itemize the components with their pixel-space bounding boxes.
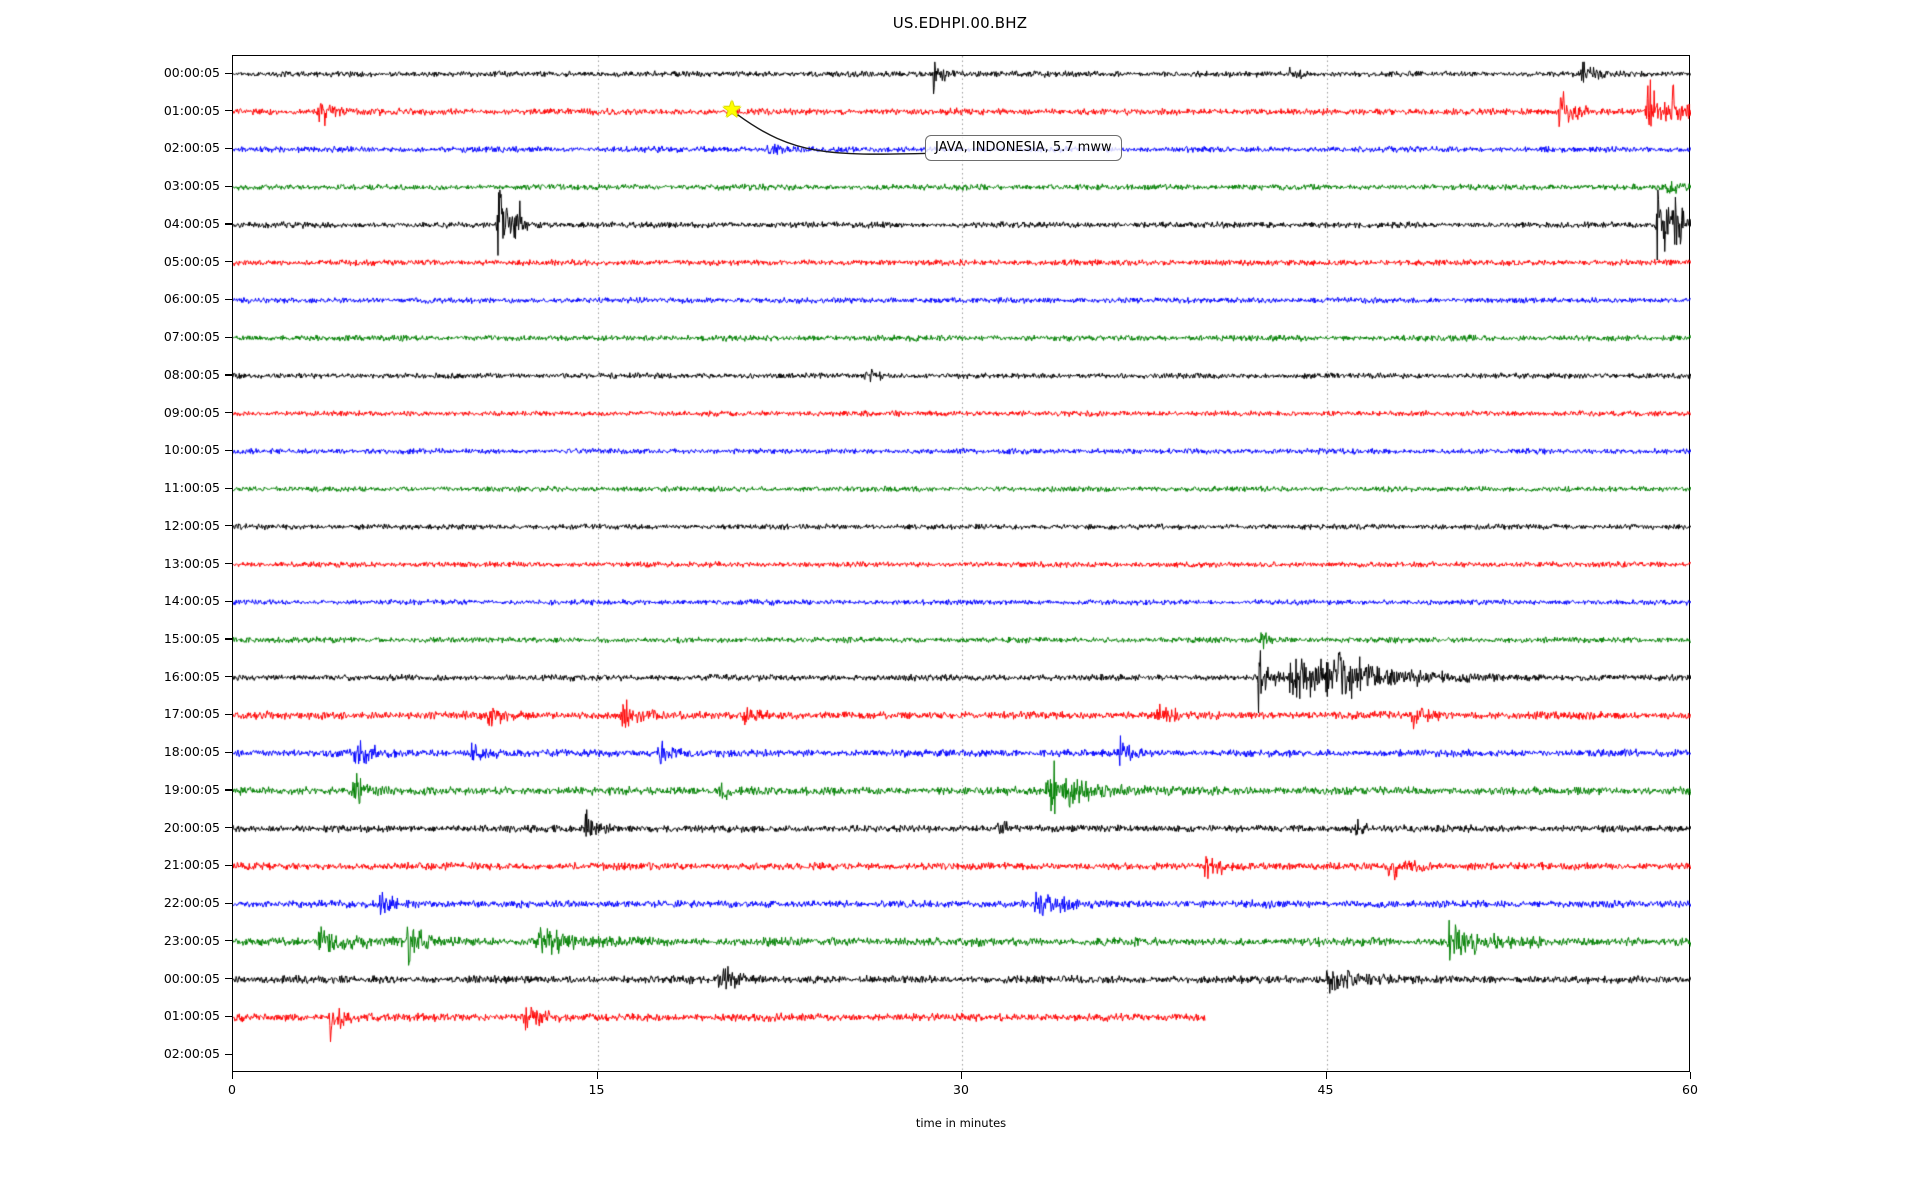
x-axis-tick-mark (961, 1072, 963, 1079)
x-axis: 0 15 30 45 60 (228, 1072, 1698, 1132)
x-axis-tick-label: 30 (953, 1082, 969, 1097)
y-axis-tick-mark (225, 827, 232, 829)
y-axis-tick-mark (225, 261, 232, 263)
y-axis-tick-mark (225, 1053, 232, 1055)
y-axis-tick-label: 18:00:05 (163, 744, 220, 760)
y-axis-tick-mark (225, 223, 232, 225)
y-axis-tick-label: 09:00:05 (163, 404, 220, 420)
y-axis-tick-mark (225, 789, 232, 791)
y-axis-tick-label: 19:00:05 (163, 781, 220, 797)
y-axis-tick-label: 13:00:05 (163, 555, 220, 571)
y-axis-tick-label: 02:00:05 (163, 140, 220, 156)
x-axis-tick-label: 45 (1317, 1082, 1334, 1097)
event-annotation-label: JAVA, INDONESIA, 5.7 mww (925, 135, 1122, 162)
y-axis-tick-mark (225, 978, 232, 980)
y-axis-tick-mark (225, 336, 232, 338)
x-axis-title: time in minutes (915, 1116, 1007, 1130)
y-axis-tick-label: 01:00:05 (163, 102, 220, 118)
y-axis-tick-mark (225, 902, 232, 904)
y-axis-tick-label: 14:00:05 (163, 593, 220, 609)
y-axis-tick-label: 06:00:05 (163, 291, 220, 307)
y-axis-tick-label: 16:00:05 (163, 668, 220, 684)
y-axis-tick-mark (225, 1015, 232, 1017)
x-axis-tick-label: 0 (228, 1082, 236, 1097)
y-axis-tick-label: 20:00:05 (163, 819, 220, 835)
y-axis: 00:00:05 01:00:05 02:00:05 03:00:05 04:00:05… (0, 55, 232, 1072)
y-axis-tick-mark (225, 147, 232, 150)
y-axis-tick-mark (225, 751, 232, 753)
x-axis-tick-mark (1325, 1072, 1327, 1079)
x-axis-tick-mark (596, 1072, 598, 1079)
y-axis-tick-mark (225, 940, 232, 942)
y-axis-tick-mark (225, 638, 232, 640)
y-axis-tick-label: 17:00:05 (163, 706, 220, 722)
y-axis-tick-mark (225, 563, 232, 565)
y-axis-tick-mark (225, 374, 232, 376)
y-axis-tick-label: 15:00:05 (163, 630, 220, 646)
y-axis-tick-label: 04:00:05 (163, 215, 220, 231)
y-axis-tick-mark (225, 676, 232, 678)
y-axis-tick-mark (225, 185, 232, 187)
y-axis-tick-label: 11:00:05 (163, 480, 220, 496)
y-axis-tick-mark (225, 298, 232, 301)
page-title: US.EDHPI.00.BHZ (892, 14, 1028, 32)
x-axis-tick-label: 60 (1682, 1082, 1698, 1097)
y-axis-tick-label: 12:00:05 (163, 517, 220, 533)
y-axis-tick-label: 05:00:05 (163, 253, 220, 269)
y-axis-tick-mark (225, 449, 232, 451)
y-axis-tick-label: 21:00:05 (163, 857, 220, 873)
y-axis-tick-mark (225, 713, 232, 716)
seismogram-traces-canvas (233, 56, 1691, 1073)
y-axis-tick-label: 07:00:05 (163, 329, 220, 345)
y-axis-tick-label: 10:00:05 (163, 442, 220, 458)
y-axis-tick-mark (225, 525, 232, 527)
x-axis-tick-mark (1690, 1072, 1692, 1079)
y-axis-tick-label: 22:00:05 (163, 895, 220, 911)
x-axis-tick-mark (232, 1072, 234, 1079)
y-axis-tick-label: 00:00:05 (163, 970, 220, 986)
x-axis-tick-label: 15 (588, 1082, 605, 1097)
y-axis-tick-label: 00:00:05 (163, 65, 220, 80)
y-axis-tick-mark (225, 864, 232, 867)
y-axis-tick-mark (225, 110, 232, 112)
y-axis-tick-label: 01:00:05 (163, 1008, 220, 1024)
y-axis-tick-mark (225, 412, 232, 414)
y-axis-tick-mark (225, 487, 232, 489)
y-axis-tick-mark (225, 600, 232, 602)
y-axis-tick-label: 23:00:05 (163, 932, 220, 948)
y-axis-tick-label: 03:00:05 (163, 178, 220, 194)
y-axis-tick-label: 02:00:05 (163, 1046, 220, 1061)
y-axis-tick-mark (225, 72, 232, 74)
plot-area: ★ JAVA, INDONESIA, 5.7 mww (232, 55, 1691, 1073)
y-axis-tick-label: 08:00:05 (163, 366, 220, 382)
